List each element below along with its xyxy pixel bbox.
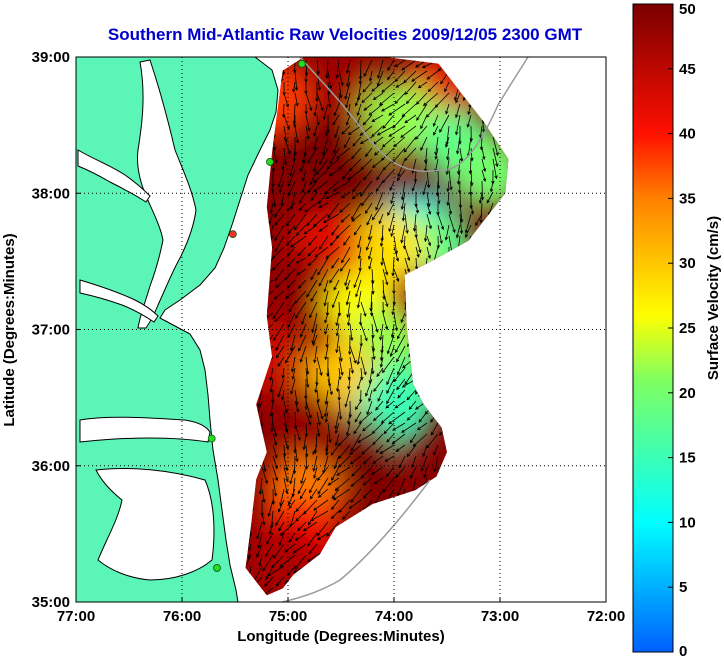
colorbar-tick-label-10: 50 (679, 1, 696, 18)
x-axis-ticks: 77:00 76:00 75:00 74:00 73:00 72:00 (57, 597, 625, 625)
radar-site-0 (297, 59, 306, 68)
potomac-river (77, 149, 151, 203)
velocity-sample-18 (324, 420, 401, 497)
chesapeake-bay (137, 59, 197, 329)
x-tick-label-3: 74:00 (375, 608, 413, 625)
colorbar-tick-label-3: 15 (679, 450, 696, 467)
velocity-field (245, 57, 509, 596)
colorbar: 0 5 10 15 20 25 30 35 40 45 50 Surface Velocity (c… (632, 1, 722, 659)
x-tick-label-0: 77:00 (57, 608, 95, 625)
colorbar-tick-label-6: 30 (679, 255, 696, 272)
x-tick-label-1: 76:00 (163, 608, 201, 625)
graticule-grid (76, 57, 606, 602)
radar-site-2 (228, 230, 237, 239)
radar-site-1 (266, 158, 274, 166)
colorbar-tick-label-5: 25 (679, 320, 696, 337)
radar-site-4 (213, 564, 221, 572)
y-tick-label-1: 36:00 (32, 458, 70, 475)
bathymetry-contour (299, 57, 529, 172)
y-tick-label-4: 39:00 (32, 49, 70, 66)
colorbar-tick-label-8: 40 (679, 126, 696, 143)
x-tick-label-4: 73:00 (481, 608, 519, 625)
y-tick-label-3: 38:00 (32, 185, 70, 202)
plot-area (75, 56, 607, 603)
colorbar-tick-label-2: 10 (679, 514, 696, 531)
bathymetry-contour-south (281, 479, 431, 602)
colorbar-tick-label-4: 20 (679, 385, 696, 402)
colorbar-tick-label-9: 45 (679, 61, 696, 78)
albemarle-sound (79, 416, 211, 443)
pamlico-sound (95, 467, 215, 581)
colorbar-label: Surface Velocity (cm/s) (705, 216, 722, 380)
colorbar-gradient (632, 3, 674, 653)
colorbar-tick-label-1: 5 (679, 579, 687, 596)
x-tick-label-2: 75:00 (269, 608, 307, 625)
y-tick-label-0: 35:00 (32, 594, 70, 611)
velocity-sample-4 (361, 80, 438, 157)
colorbar-tick-label-0: 0 (679, 643, 687, 659)
map-title: Southern Mid-Atlantic Raw Velocities 200… (108, 25, 583, 44)
x-tick-label-5: 72:00 (587, 608, 625, 625)
colorbar-ticks: 0 5 10 15 20 25 30 35 40 45 50 (668, 1, 696, 659)
velocity-sample-2 (303, 57, 379, 123)
y-axis-label: Latitude (Degrees:Minutes) (1, 233, 18, 426)
james-river (79, 279, 159, 323)
x-axis-label: Longitude (Degrees:Minutes) (237, 628, 445, 645)
radar-site-3 (207, 434, 216, 443)
radar-sites (207, 59, 306, 572)
colorbar-tick-label-7: 35 (679, 190, 696, 207)
y-tick-label-2: 37:00 (32, 322, 70, 339)
y-axis-ticks: 35:00 36:00 37:00 38:00 39:00 (32, 49, 81, 611)
